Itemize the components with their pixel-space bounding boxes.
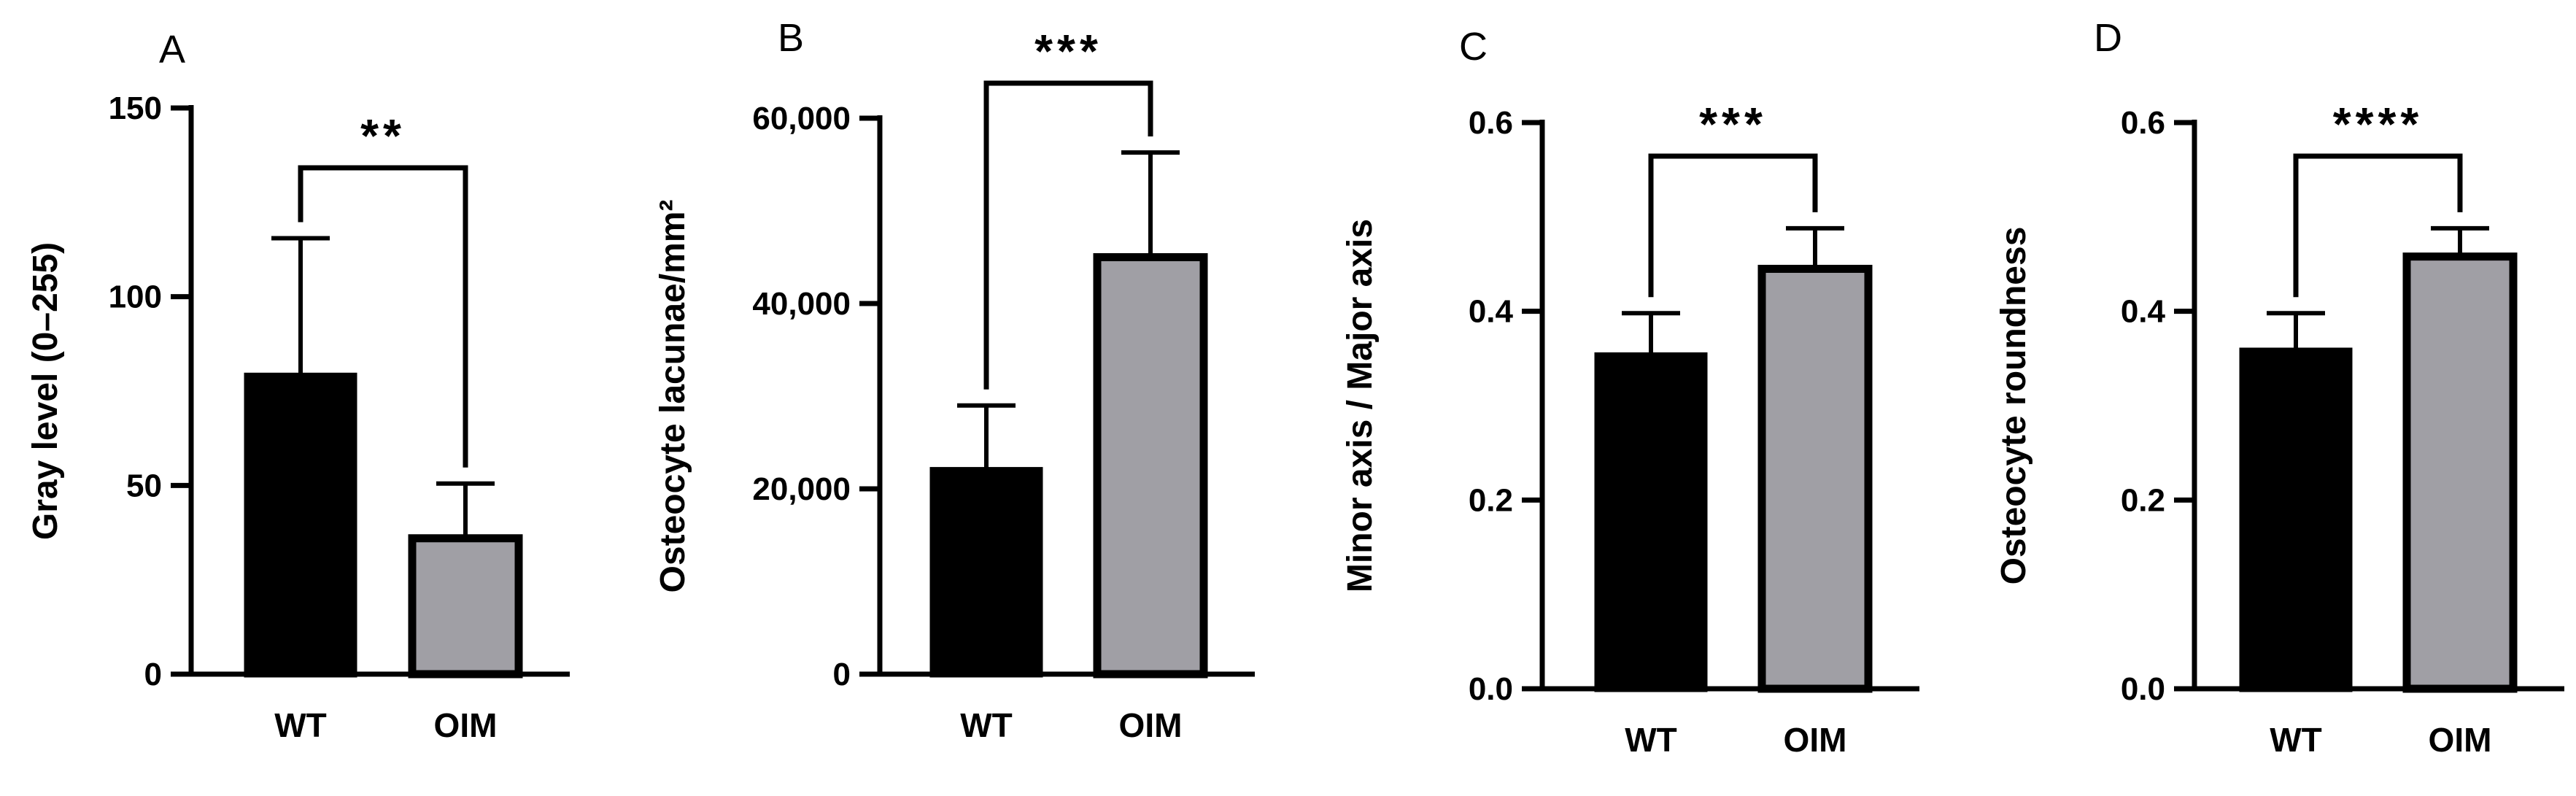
y-tick-label: 40,000 <box>752 286 851 322</box>
y-tick-label: 0.2 <box>1469 482 1513 518</box>
significance-label: ** <box>360 109 406 162</box>
y-tick-label: 60,000 <box>752 101 851 136</box>
bar-wt <box>929 467 1043 678</box>
panel-letter: C <box>1459 25 1488 69</box>
panel-letter: B <box>778 16 804 60</box>
significance-label: *** <box>1699 98 1767 150</box>
y-axis-title: Minor axis / Major axis <box>1341 219 1380 592</box>
y-tick-label: 0.2 <box>2121 482 2165 518</box>
y-axis-title: Osteocyte roundness <box>1995 227 2033 585</box>
panel-letter: D <box>2094 16 2122 60</box>
category-label: OIM <box>1119 706 1183 744</box>
y-tick-label: 0.0 <box>1469 671 1513 707</box>
significance-label: **** <box>2333 98 2424 150</box>
significance-bracket <box>1648 153 1818 298</box>
y-tick-label: 20,000 <box>752 471 851 507</box>
y-tick-label: 0.4 <box>2121 294 2166 330</box>
y-tick-label: 0.0 <box>2121 671 2165 707</box>
y-tick-label: 50 <box>126 468 162 503</box>
y-tick-label: 0 <box>144 657 162 692</box>
y-tick-label: 150 <box>109 90 162 126</box>
panel-d: D Osteocyte roundness 0.0 0.2 0.4 0.6 WT OIM ***… <box>1995 16 2564 759</box>
category-label: WT <box>960 706 1013 744</box>
panel-b: B Osteocyte lacunae/mm² 0 20,000 40,000 60,00… <box>654 16 1255 744</box>
category-label: OIM <box>434 706 498 744</box>
bar-oim <box>1093 253 1208 679</box>
significance-bracket <box>298 165 468 468</box>
y-tick-label: 0.4 <box>1469 294 1514 330</box>
category-label: WT <box>1625 721 1677 759</box>
bar-wt <box>244 372 357 678</box>
significance-bracket <box>2293 153 2463 298</box>
y-axis-title: Osteocyte lacunae/mm² <box>654 200 692 593</box>
significance-label: *** <box>1034 25 1102 77</box>
category-label: WT <box>2270 721 2322 759</box>
category-label: WT <box>274 706 327 744</box>
category-label: OIM <box>1784 721 1847 759</box>
bar-wt <box>1594 352 1708 692</box>
y-axis-title: Gray level (0–255) <box>26 242 65 540</box>
category-label: OIM <box>2429 721 2492 759</box>
significance-bracket <box>983 80 1153 390</box>
panel-letter: A <box>159 28 185 72</box>
y-tick-label: 0 <box>833 657 851 692</box>
bar-oim <box>408 534 523 679</box>
y-tick-label: 0.6 <box>2121 105 2165 141</box>
y-tick-label: 100 <box>109 279 162 315</box>
panel-a: A Gray level (0–255) 0 50 100 150 WT OIM ** <box>26 28 570 744</box>
bar-wt <box>2239 347 2353 692</box>
bar-oim <box>1757 264 1873 693</box>
panel-c: C Minor axis / Major axis 0.0 0.2 0.4 0.6 WT OI… <box>1341 25 1919 759</box>
y-tick-label: 0.6 <box>1469 105 1513 141</box>
bar-oim <box>2402 252 2518 693</box>
